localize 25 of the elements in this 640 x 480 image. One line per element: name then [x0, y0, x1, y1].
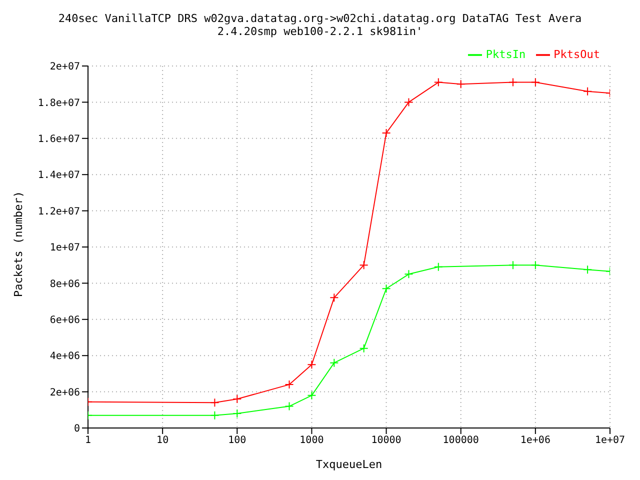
x-axis-title: TxqueueLen: [316, 458, 382, 471]
y-tick-label: 1.8e+07: [38, 98, 80, 109]
x-tick-label: 1000: [300, 435, 324, 446]
x-tick-label: 100000: [442, 435, 479, 446]
y-tick-label: 8e+06: [50, 278, 80, 290]
x-tick-label: 1e+06: [520, 435, 550, 446]
chart-title: 240sec VanillaTCP DRS w02gva.datatag.org->w02chi.datatag.org DataTAG Test Avera: [57, 12, 583, 25]
x-tick-label: 1: [84, 435, 92, 446]
x-tick-label: 10: [156, 435, 169, 446]
x-tick-label: 1e+07: [594, 435, 626, 446]
y-axis-title: Packets (number): [12, 191, 25, 297]
legend-label: PktsIn: [486, 48, 526, 62]
y-tick-label: 1.2e+07: [38, 206, 80, 218]
y-tick-label: 4e+06: [50, 351, 80, 362]
y-tick-label: 2e+07: [50, 62, 80, 73]
y-tick-label: 2e+06: [50, 387, 80, 398]
y-tick-label: 1e+07: [50, 242, 80, 254]
y-tick-label: 6e+06: [50, 314, 80, 326]
y-tick-label: 0: [74, 424, 80, 435]
x-tick-label: 100: [228, 435, 246, 446]
x-tick-label: 10000: [371, 435, 402, 446]
legend-label: PktsOut: [554, 48, 600, 62]
chart-subtitle: 2.4.20smp web100-2.2.1 sk981in': [216, 25, 424, 38]
y-tick-label: 1.6e+07: [38, 134, 80, 145]
y-tick-label: 1.4e+07: [38, 170, 80, 182]
